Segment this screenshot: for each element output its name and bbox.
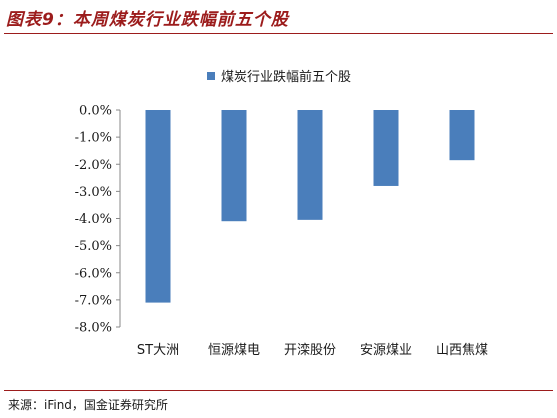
y-tick-label: -1.0% <box>75 131 112 146</box>
legend-label: 煤炭行业跌幅前五个股 <box>221 69 351 85</box>
bar <box>449 110 475 161</box>
y-tick-label: -3.0% <box>75 185 112 200</box>
y-tick-label: -8.0% <box>75 321 112 336</box>
figure-title: 图表9：本周煤炭行业跌幅前五个股 <box>6 10 289 30</box>
bar <box>145 110 171 303</box>
y-tick-label: -7.0% <box>75 293 112 308</box>
x-category-label: 安源煤业 <box>360 343 412 358</box>
legend-swatch <box>207 72 215 80</box>
source-divider <box>4 390 553 391</box>
y-tick-label: -5.0% <box>75 239 112 254</box>
x-category-label: 山西焦煤 <box>436 343 488 358</box>
y-tick-label: -2.0% <box>75 158 112 173</box>
x-category-label: 恒源煤电 <box>208 343 260 358</box>
x-category-label: ST大洲 <box>137 343 179 358</box>
bar <box>221 110 247 222</box>
y-tick-label: 0.0% <box>79 104 112 119</box>
y-tick-label: -6.0% <box>75 266 112 281</box>
x-category-label: 开滦股份 <box>284 342 336 358</box>
bar <box>297 110 323 220</box>
title-divider <box>4 33 553 34</box>
y-tick-label: -4.0% <box>75 212 112 227</box>
figure-source: 来源：iFind，国金证券研究所 <box>8 398 168 412</box>
bar <box>373 110 399 186</box>
